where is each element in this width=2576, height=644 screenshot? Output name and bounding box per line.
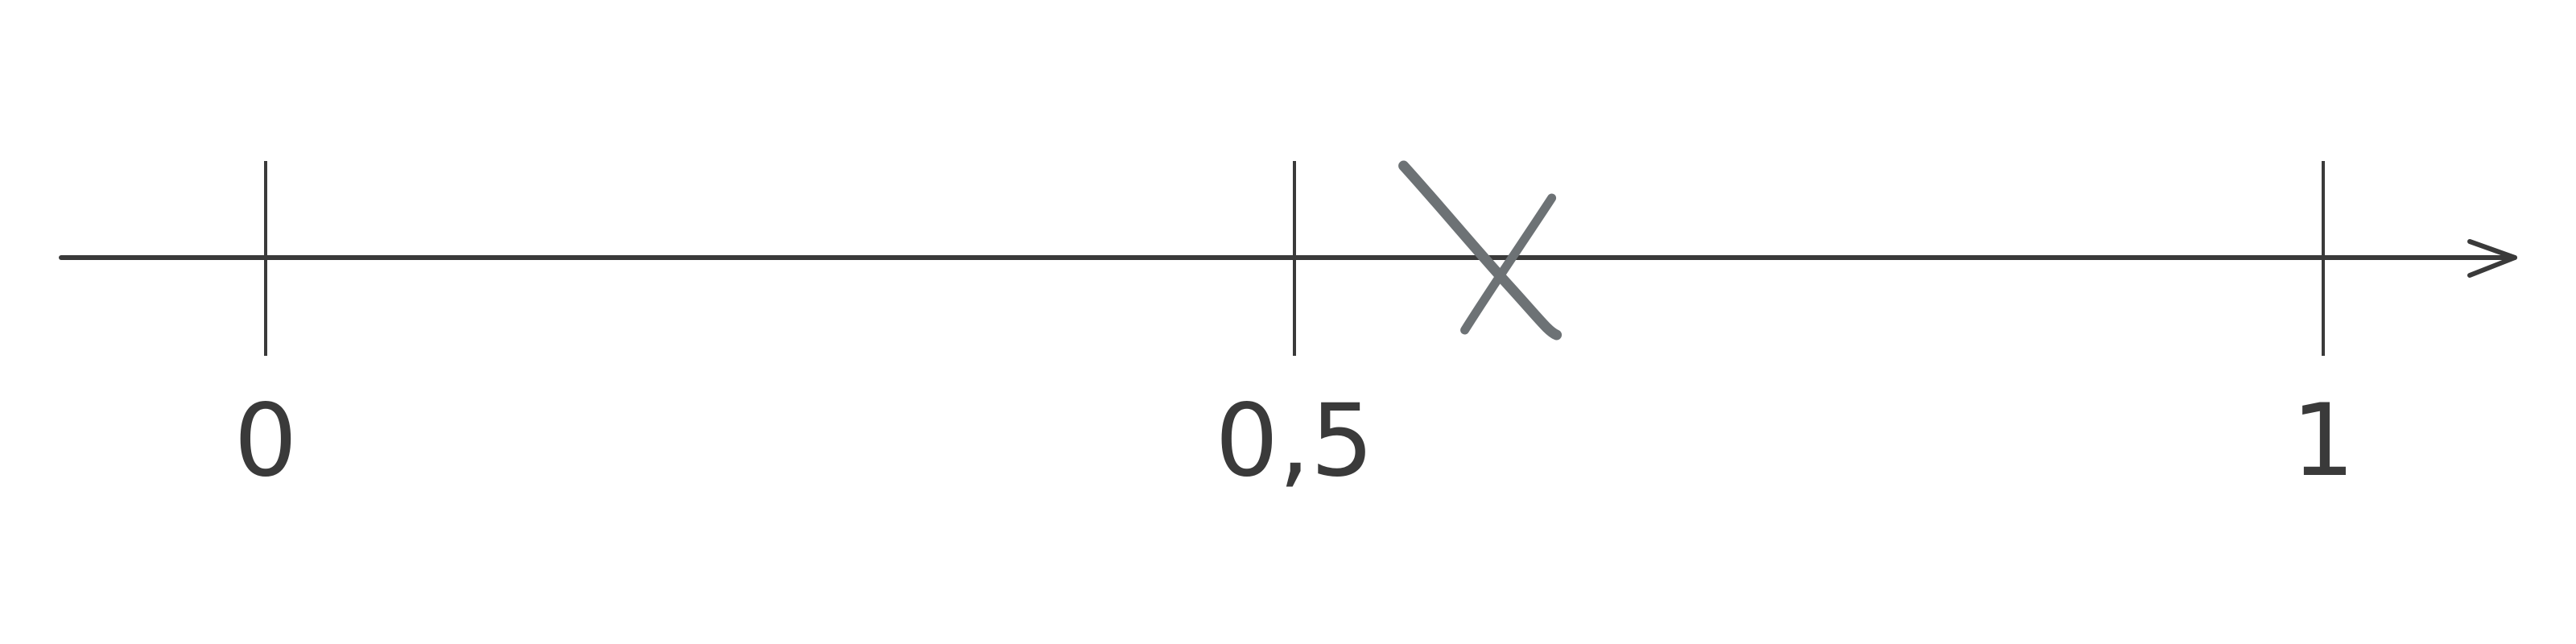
arrow-head-icon bbox=[2467, 239, 2517, 278]
ticks: 0 0,5 1 bbox=[234, 161, 2355, 499]
tick-label: 0,5 bbox=[1215, 383, 1373, 499]
x-mark-icon bbox=[1398, 160, 1563, 341]
tick-label: 1 bbox=[2292, 383, 2355, 499]
tick-label: 0 bbox=[234, 383, 298, 499]
marked-point bbox=[1398, 160, 1563, 341]
